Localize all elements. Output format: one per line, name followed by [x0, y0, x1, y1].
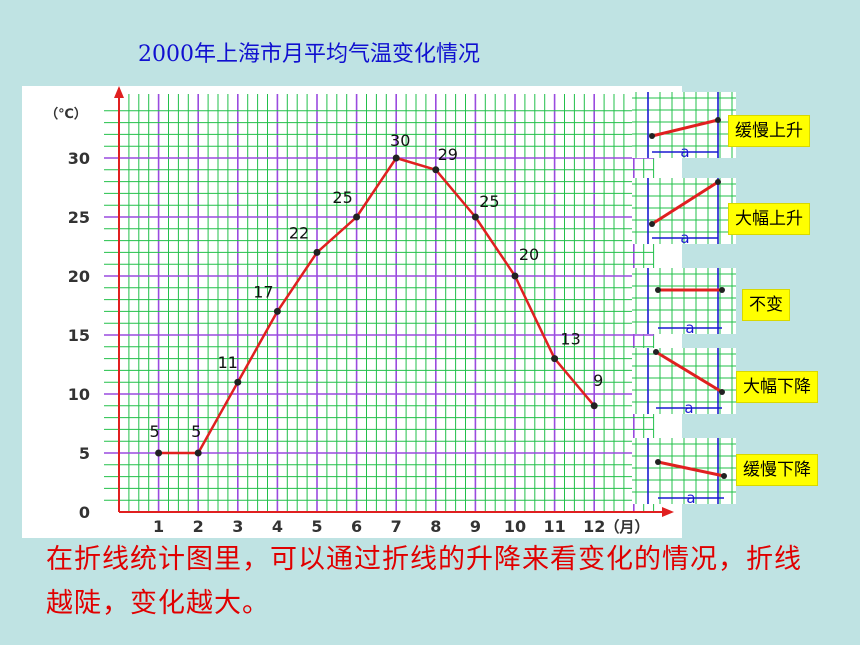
data-point [194, 449, 202, 457]
x-tick-label: 10 [504, 517, 526, 536]
data-label: 29 [438, 145, 458, 164]
sharp-fall-diagram: a [632, 348, 736, 414]
interval-label: a [685, 319, 694, 334]
sharp-rise-diagram: a [632, 178, 736, 244]
data-point [353, 213, 361, 221]
y-tick-label: 25 [68, 208, 90, 227]
interval-label: a [686, 489, 695, 504]
y-unit-label: （℃） [45, 106, 87, 122]
y-tick-label: 30 [68, 149, 90, 168]
data-point [155, 449, 163, 457]
legend-sharp-fall: a [632, 348, 736, 414]
x-tick-label: 9 [470, 517, 481, 536]
x-axis-arrow [662, 507, 674, 517]
data-point [313, 248, 321, 256]
x-unit-label: （月） [604, 518, 649, 536]
legend-label-slow-fall: 缓慢下降 [736, 454, 818, 486]
data-point [511, 272, 519, 280]
series-line [158, 156, 596, 455]
data-point [273, 307, 281, 315]
data-label: 11 [218, 353, 238, 372]
data-label: 30 [390, 131, 410, 150]
x-tick-label: 8 [430, 517, 441, 536]
x-tick-label: 12 [583, 517, 605, 536]
data-label: 22 [289, 223, 309, 242]
data-label: 25 [479, 192, 499, 211]
legend-slow-fall: a [632, 438, 736, 504]
data-point [471, 213, 479, 221]
chart-background [22, 86, 682, 538]
x-tick-label: 4 [272, 517, 283, 536]
chart-title: 2000年上海市月平均气温变化情况 [138, 42, 480, 67]
legend-no-change: a [632, 268, 736, 334]
interval-label: a [684, 399, 693, 414]
legend-label-sharp-rise: 大幅上升 [728, 203, 810, 235]
legend-sharp-rise: a [632, 178, 736, 244]
slow-rise-diagram: a [632, 92, 736, 158]
data-label: 25 [332, 188, 352, 207]
data-label: 17 [253, 282, 273, 301]
x-tick-label: 7 [391, 517, 402, 536]
data-label: 5 [191, 422, 201, 441]
data-point [590, 402, 598, 410]
data-label: 13 [560, 330, 580, 349]
x-tick-label: 5 [311, 517, 322, 536]
no-change-diagram: a [632, 268, 736, 334]
legend-label-sharp-fall: 大幅下降 [736, 371, 818, 403]
legend-label-slow-rise: 缓慢上升 [728, 115, 810, 147]
data-point [392, 154, 400, 162]
y-tick-label: 10 [68, 385, 90, 404]
data-point [234, 378, 242, 386]
x-tick-label: 11 [543, 517, 565, 536]
x-tick-label: 2 [193, 517, 204, 536]
caption-text: 在折线统计图里，可以通过折线的升降来看变化的情况，折线越陡，变化越大。 [46, 544, 802, 619]
x-tick-label: 1 [153, 517, 164, 536]
y-tick-label: 15 [68, 326, 90, 345]
data-point [551, 355, 559, 363]
interval-label: a [680, 229, 689, 244]
data-label: 5 [150, 422, 160, 441]
data-label: 20 [519, 245, 539, 264]
slow-fall-diagram: a [632, 438, 736, 504]
interval-label: a [680, 143, 689, 158]
x-tick-label: 6 [351, 517, 362, 536]
data-label: 9 [593, 371, 603, 390]
legend-label-no-change: 不变 [742, 289, 790, 321]
x-tick-label: 3 [232, 517, 243, 536]
legend-slow-rise: a [632, 92, 736, 158]
data-point [432, 166, 440, 174]
y-tick-label: 5 [79, 444, 90, 463]
y-tick-label: 20 [68, 267, 90, 286]
y-axis-arrow [114, 86, 124, 98]
y-tick-label: 0 [79, 503, 90, 522]
